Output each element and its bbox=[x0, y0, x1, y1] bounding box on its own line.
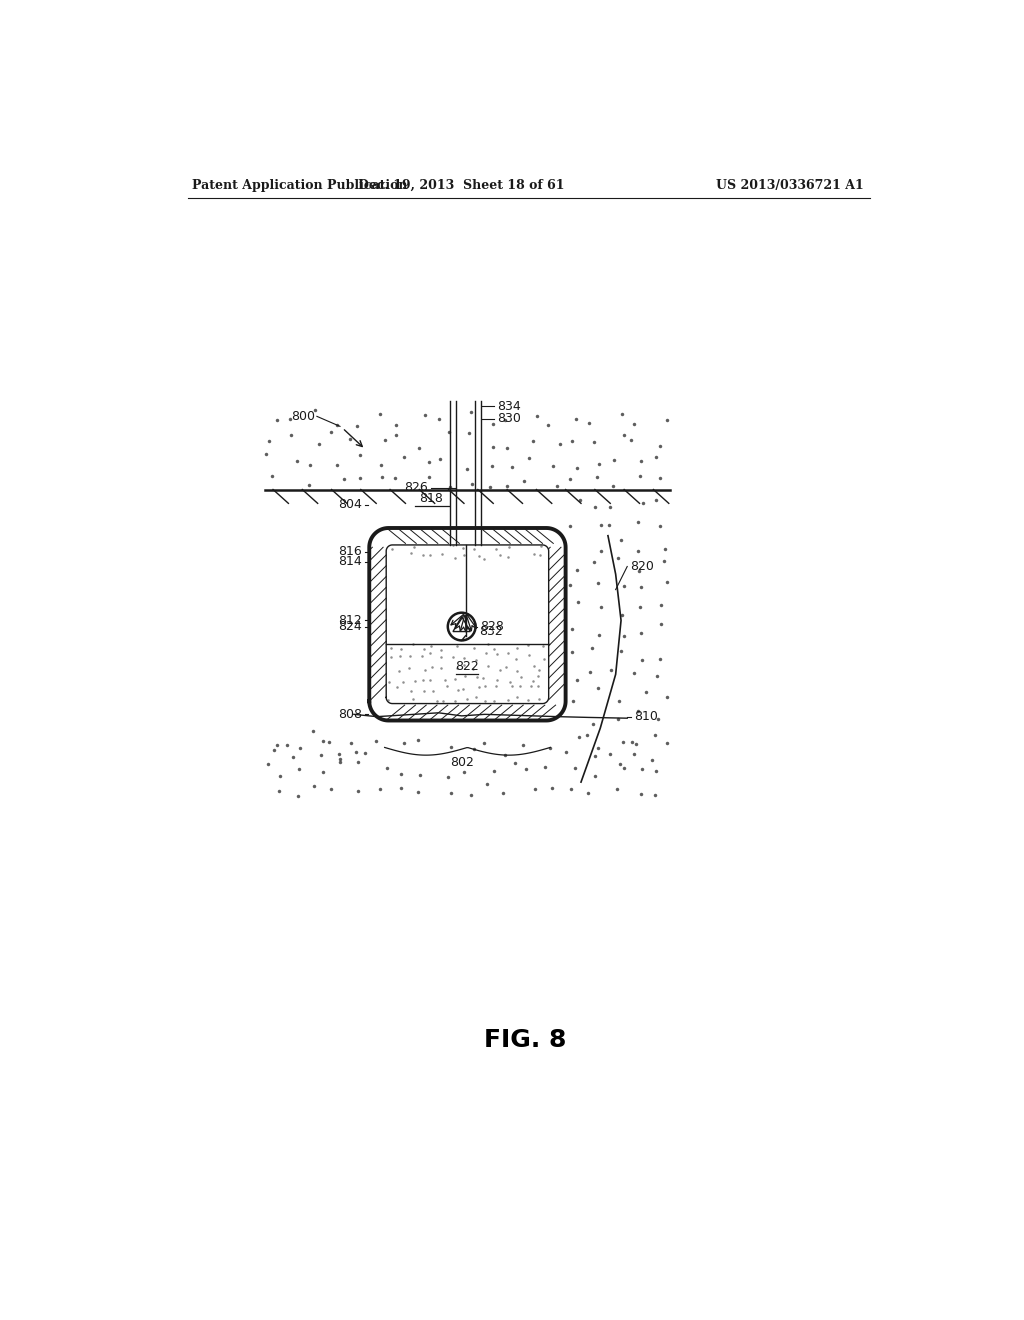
Text: Patent Application Publication: Patent Application Publication bbox=[193, 178, 408, 191]
Text: 826: 826 bbox=[404, 482, 428, 495]
Text: 802: 802 bbox=[450, 756, 473, 770]
Text: 834: 834 bbox=[497, 400, 521, 413]
Text: 810: 810 bbox=[634, 710, 658, 723]
Text: 814: 814 bbox=[339, 556, 362, 569]
Text: 820: 820 bbox=[631, 560, 654, 573]
Text: 822: 822 bbox=[456, 660, 479, 673]
Text: FIG. 8: FIG. 8 bbox=[483, 1028, 566, 1052]
Text: 830: 830 bbox=[497, 412, 521, 425]
Text: Dec. 19, 2013  Sheet 18 of 61: Dec. 19, 2013 Sheet 18 of 61 bbox=[358, 178, 565, 191]
Text: 800: 800 bbox=[292, 409, 315, 422]
Text: 816: 816 bbox=[339, 545, 362, 558]
Text: 812: 812 bbox=[339, 614, 362, 627]
Text: 832: 832 bbox=[479, 626, 503, 639]
Text: 804: 804 bbox=[339, 499, 362, 511]
Text: 818: 818 bbox=[419, 492, 442, 506]
Text: 808: 808 bbox=[338, 708, 362, 721]
Text: US 2013/0336721 A1: US 2013/0336721 A1 bbox=[716, 178, 863, 191]
Text: 824: 824 bbox=[339, 620, 362, 634]
Text: 828: 828 bbox=[480, 620, 504, 634]
